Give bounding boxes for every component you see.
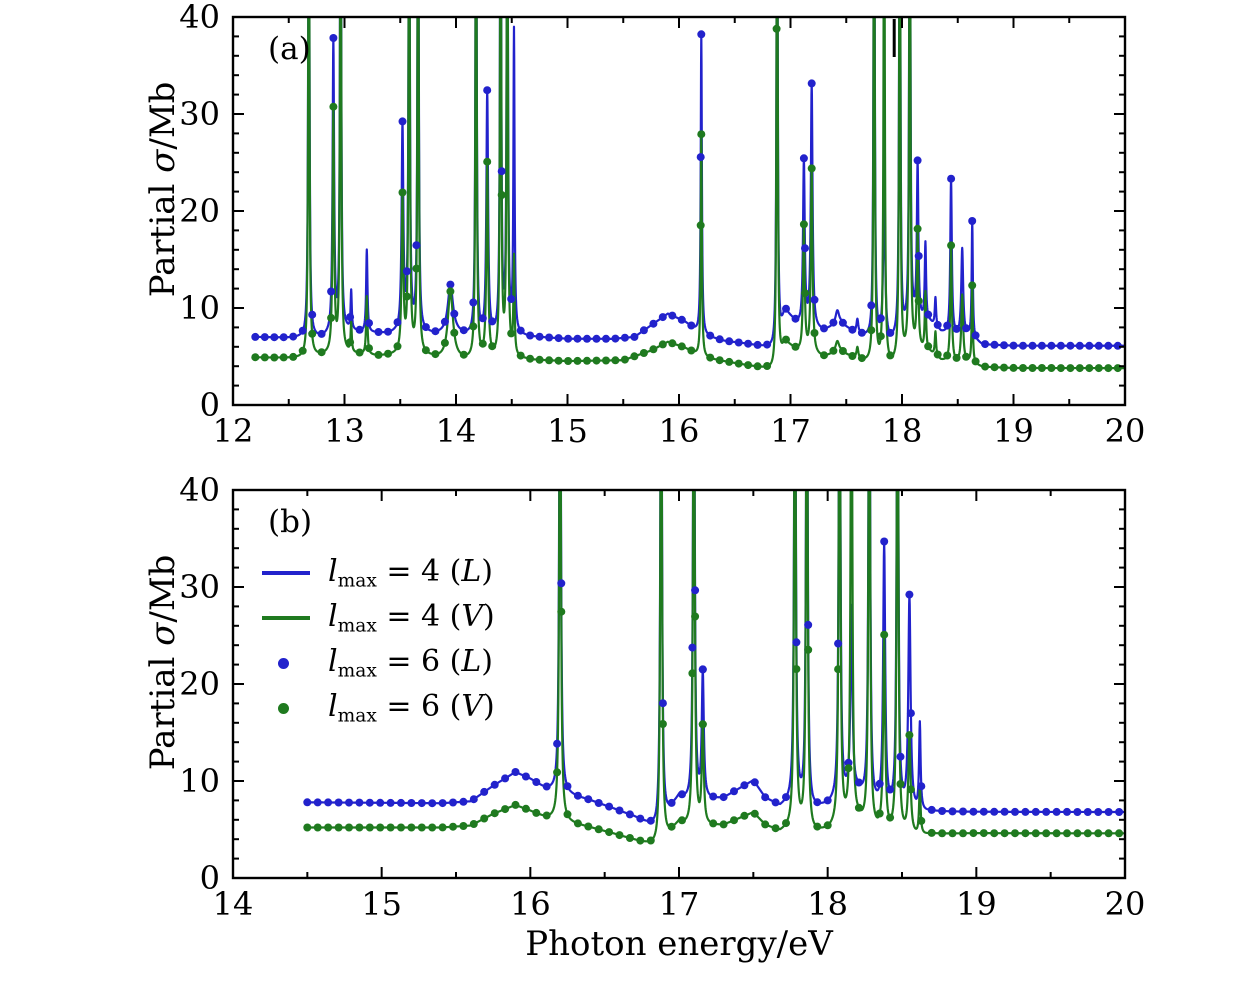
panel-a-label: (a) — [268, 31, 311, 67]
legend-close: ) — [481, 644, 493, 680]
panel-a-series-lmax6-V — [251, 24, 1122, 373]
panel-b-series-lmax6-L — [303, 537, 1124, 825]
svg-text:18: 18 — [807, 885, 848, 923]
legend-eq: = 6 ( — [376, 689, 462, 725]
y-label-units: /Mb — [143, 81, 183, 150]
svg-text:16: 16 — [659, 412, 700, 450]
legend-item-lmax6-V: lmax = 6 (V) — [262, 689, 495, 727]
svg-text:13: 13 — [324, 412, 365, 450]
svg-text:19: 19 — [993, 412, 1034, 450]
svg-text:17: 17 — [659, 885, 700, 923]
panel-b-series-lmax4-V — [306, 490, 1125, 843]
legend-eq: = 4 ( — [376, 554, 462, 590]
panel-b-series-lmax4-L — [306, 490, 1125, 823]
svg-text:15: 15 — [361, 885, 402, 923]
sigma-symbol: σ — [143, 622, 183, 646]
legend-item-label: lmax = 6 (L) — [328, 644, 493, 682]
legend-symbol: l — [328, 644, 338, 680]
legend-subscript: max — [337, 660, 377, 682]
legend-close: ) — [483, 599, 495, 635]
svg-text:20: 20 — [179, 665, 220, 703]
dot-sample — [278, 657, 289, 669]
legend-symbol: l — [328, 554, 338, 590]
legend-item-lmax4-L: lmax = 4 (L) — [262, 554, 495, 592]
legend-item-label: lmax = 6 (V) — [328, 689, 495, 727]
svg-text:10: 10 — [179, 289, 220, 327]
svg-text:12: 12 — [213, 412, 254, 450]
panel-a-series-lmax6-L — [251, 30, 1122, 350]
legend-gauge: L — [461, 554, 482, 590]
legend-symbol: l — [328, 689, 338, 725]
legend-close: ) — [483, 689, 495, 725]
y-label-units: /Mb — [143, 554, 183, 623]
panel-b-label: (b) — [268, 504, 313, 540]
panel-b-ticks — [232, 489, 1126, 879]
legend-close: ) — [481, 554, 493, 590]
legend: lmax = 4 (L) lmax = 4 (V) lmax = 6 (L) l… — [262, 554, 495, 727]
svg-text:15: 15 — [547, 412, 588, 450]
panel-a-series-lmax4-L — [254, 17, 1125, 347]
dot-swatch-green — [262, 702, 318, 714]
legend-eq: = 6 ( — [376, 644, 462, 680]
legend-item-lmax6-L: lmax = 6 (L) — [262, 644, 495, 682]
panel-a-plot-area — [251, 17, 1125, 373]
svg-text:0: 0 — [200, 386, 220, 424]
legend-item-label: lmax = 4 (V) — [328, 599, 495, 637]
svg-text:16: 16 — [510, 885, 551, 923]
sigma-symbol: σ — [143, 149, 183, 173]
svg-text:18: 18 — [882, 412, 923, 450]
dot-swatch-blue — [262, 657, 318, 669]
panel-b-plot-area — [303, 490, 1125, 845]
svg-text:10: 10 — [179, 762, 220, 800]
line-sample — [262, 616, 310, 620]
y-label-text: Partial — [143, 645, 183, 771]
legend-subscript: max — [337, 570, 377, 592]
y-axis-label-panel-a: Partial σ/Mb — [103, 82, 223, 341]
legend-subscript: max — [337, 705, 377, 727]
y-label-text: Partial — [143, 172, 183, 298]
svg-text:40: 40 — [179, 471, 220, 509]
legend-gauge: V — [461, 689, 484, 725]
svg-text:19: 19 — [956, 885, 997, 923]
svg-text:20: 20 — [179, 192, 220, 230]
legend-eq: = 4 ( — [376, 599, 462, 635]
y-axis-label-panel-b: Partial σ/Mb — [103, 555, 223, 814]
svg-text:0: 0 — [200, 859, 220, 897]
legend-item-lmax4-V: lmax = 4 (V) — [262, 599, 495, 637]
panel-a-ticks — [232, 16, 1126, 406]
panel-b-series-lmax6-V — [303, 607, 1124, 845]
x-axis-label: Photon energy/eV — [525, 924, 833, 964]
panel-a-series-lmax4-V — [254, 17, 1125, 370]
svg-text:20: 20 — [1105, 412, 1146, 450]
dot-sample — [278, 702, 289, 714]
legend-gauge: L — [461, 644, 482, 680]
svg-text:17: 17 — [770, 412, 811, 450]
line-swatch-green — [262, 616, 318, 620]
svg-text:30: 30 — [179, 568, 220, 606]
svg-text:14: 14 — [436, 412, 477, 450]
panel-a-tick-labels: 12 13 14 15 16 17 18 19 20 0 10 20 30 40 — [179, 0, 1145, 450]
legend-subscript: max — [337, 615, 377, 637]
svg-text:40: 40 — [179, 0, 220, 36]
svg-text:30: 30 — [179, 95, 220, 133]
legend-gauge: V — [461, 599, 484, 635]
svg-text:20: 20 — [1105, 885, 1146, 923]
legend-item-label: lmax = 4 (L) — [328, 554, 493, 592]
line-sample — [262, 571, 310, 575]
line-swatch-blue — [262, 571, 318, 575]
legend-symbol: l — [328, 599, 338, 635]
panel-b-tick-labels: 14 15 16 17 18 19 20 0 10 20 30 40 — [179, 471, 1145, 923]
svg-text:14: 14 — [213, 885, 254, 923]
